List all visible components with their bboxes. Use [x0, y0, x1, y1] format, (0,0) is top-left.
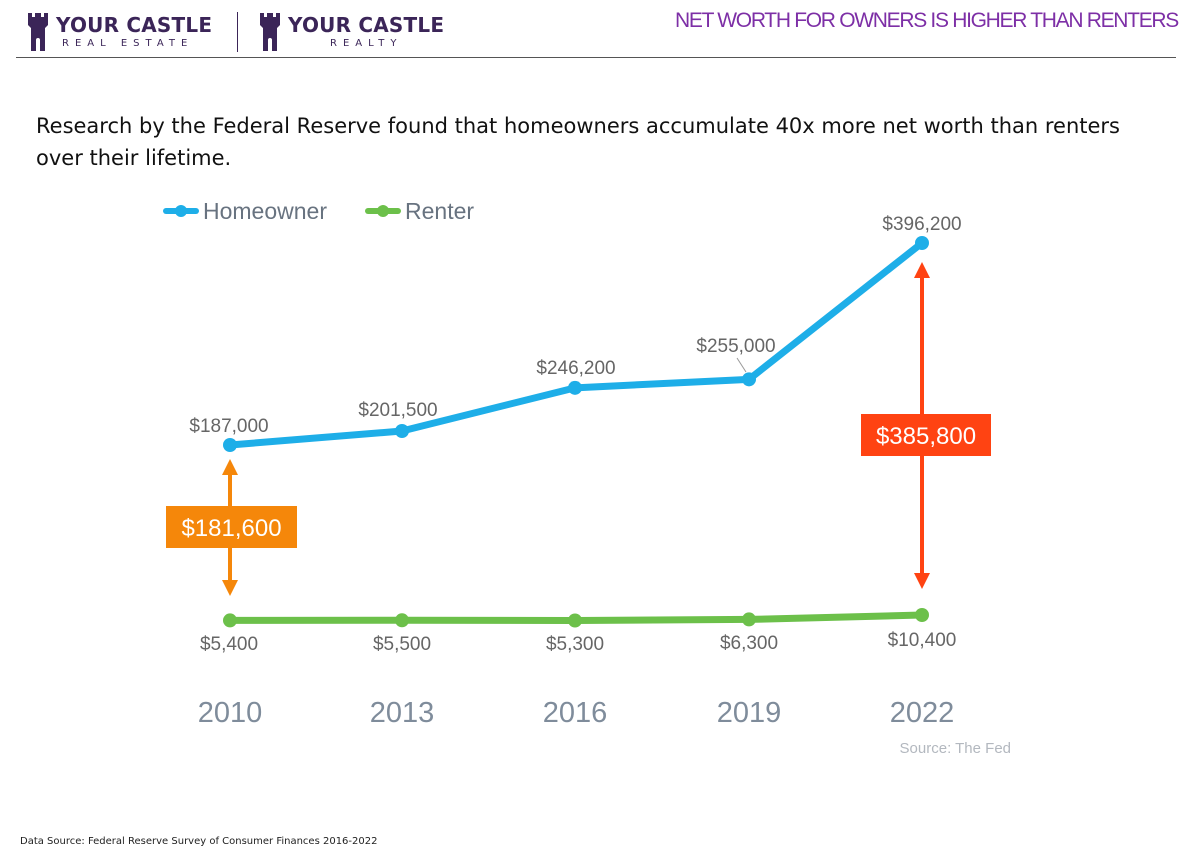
data-point-homeowner-2022 [915, 236, 929, 250]
gap-arrow-2010-head-up [222, 459, 238, 475]
data-label-renter-2013: $5,500 [373, 634, 431, 655]
logo-real-estate[interactable]: YOUR CASTLE REAL ESTATE [26, 10, 226, 54]
data-point-renter-2016 [568, 613, 582, 628]
x-tick-label-2013: 2013 [370, 697, 435, 729]
data-point-renter-2010 [223, 613, 237, 628]
data-point-renter-2013 [395, 613, 409, 628]
intro-text: Research by the Federal Reserve found th… [36, 114, 1121, 170]
logo-name: YOUR CASTLE [56, 13, 213, 37]
data-source-note: Data Source: Federal Reserve Survey of C… [20, 836, 378, 847]
header: YOUR CASTLE REAL ESTATE YOUR CASTLE REAL… [0, 0, 1190, 60]
gap-label-2010: $181,600 [181, 515, 281, 542]
data-point-homeowner-2010 [223, 438, 237, 452]
logo-realty[interactable]: YOUR CASTLE REALTY [258, 10, 458, 54]
gap-label-2022: $385,800 [876, 423, 976, 450]
castle-tower-icon [28, 13, 48, 51]
legend-item-renter: Renter [365, 198, 474, 224]
data-label-homeowner-2022: $396,200 [882, 214, 961, 235]
gap-label-box-2022 [861, 414, 991, 456]
logo-divider [237, 12, 238, 52]
x-tick-label-2010: 2010 [198, 697, 263, 729]
x-tick-label-2022: 2022 [890, 697, 955, 729]
data-point-homeowner-2019 [742, 372, 756, 387]
series-line-homeowner [226, 239, 926, 449]
chart-source-note: Source: The Fed [900, 740, 1011, 757]
gap-label-box-2010 [166, 506, 297, 548]
header-divider [16, 57, 1176, 58]
data-label-homeowner-2013: $201,500 [358, 400, 437, 421]
gap-arrow-2022-head-down [914, 573, 930, 589]
net-worth-chart: $181,600 $385,800 $187,000 $201,500 $246,200… [163, 198, 1011, 757]
x-tick-label-2016: 2016 [543, 697, 608, 729]
logo-subtitle: REALTY [330, 38, 403, 49]
castle-tower-icon [260, 13, 280, 51]
x-tick-label-2019: 2019 [717, 697, 782, 729]
legend-swatch-dot [175, 205, 187, 217]
data-label-homeowner-2019: $255,000 [696, 336, 775, 357]
data-point-renter-2022 [915, 608, 929, 622]
data-label-renter-2022: $10,400 [888, 630, 957, 651]
data-point-renter-2019 [742, 612, 756, 627]
data-label-renter-2019: $6,300 [720, 633, 778, 654]
logo-subtitle: REAL ESTATE [62, 38, 194, 49]
data-label-leader-2019 [736, 357, 747, 373]
gap-arrow-2010-head-down [222, 580, 238, 596]
page-title: NET WORTH FOR OWNERS IS HIGHER THAN RENT… [675, 9, 1179, 32]
data-label-renter-2010: $5,400 [200, 634, 258, 655]
legend-label: Renter [405, 198, 474, 224]
legend-swatch-dot [377, 205, 389, 217]
data-point-homeowner-2016 [568, 380, 582, 395]
gap-arrow-2022-head-up [914, 262, 930, 278]
data-point-homeowner-2013 [395, 423, 409, 438]
legend-label: Homeowner [203, 198, 327, 224]
data-label-homeowner-2016: $246,200 [536, 358, 615, 379]
data-label-renter-2016: $5,300 [546, 634, 604, 655]
logo-name: YOUR CASTLE [288, 13, 445, 37]
legend-item-homeowner: Homeowner [163, 198, 327, 224]
data-label-homeowner-2010: $187,000 [189, 416, 268, 437]
